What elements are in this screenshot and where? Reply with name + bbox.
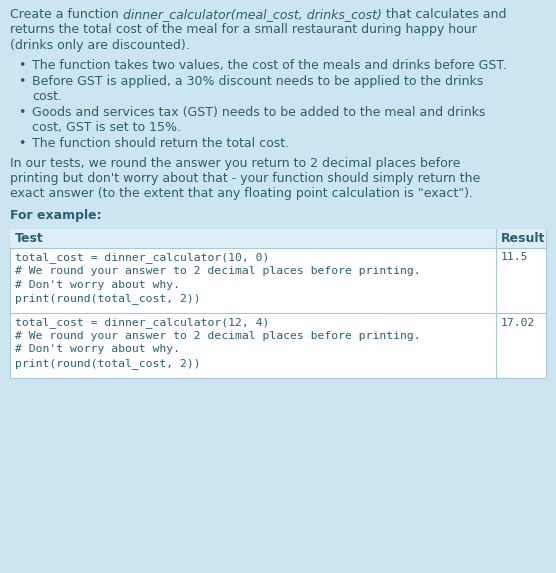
Text: returns the total cost of the meal for a small restaurant during happy hour: returns the total cost of the meal for a… bbox=[10, 23, 476, 37]
Text: •: • bbox=[18, 60, 26, 73]
Text: # We round your answer to 2 decimal places before printing.: # We round your answer to 2 decimal plac… bbox=[15, 266, 421, 276]
Text: print(round(total_cost, 2)): print(round(total_cost, 2)) bbox=[15, 293, 201, 304]
Text: print(round(total_cost, 2)): print(round(total_cost, 2)) bbox=[15, 358, 201, 369]
Text: 11.5: 11.5 bbox=[501, 253, 529, 262]
Bar bbox=[10, 229, 546, 378]
Text: In our tests, we round the answer you return to 2 decimal places before: In our tests, we round the answer you re… bbox=[10, 156, 460, 170]
Text: The function takes two values, the cost of the meals and drinks before GST.: The function takes two values, the cost … bbox=[32, 60, 507, 73]
Text: Test: Test bbox=[15, 231, 44, 245]
Text: that calculates and: that calculates and bbox=[381, 8, 506, 21]
Text: •: • bbox=[18, 137, 26, 150]
Text: cost.: cost. bbox=[32, 91, 62, 104]
Text: For example:: For example: bbox=[10, 209, 102, 222]
Text: dinner_calculator(meal_cost, drinks_cost): dinner_calculator(meal_cost, drinks_cost… bbox=[123, 8, 381, 21]
Text: # Don't worry about why.: # Don't worry about why. bbox=[15, 280, 180, 289]
Text: exact answer (to the extent that any floating point calculation is "exact").: exact answer (to the extent that any flo… bbox=[10, 187, 473, 201]
Text: Goods and services tax (GST) needs to be added to the meal and drinks: Goods and services tax (GST) needs to be… bbox=[32, 106, 485, 119]
Text: The function should return the total cost.: The function should return the total cos… bbox=[32, 137, 289, 150]
Text: Create a function: Create a function bbox=[10, 8, 123, 21]
Text: 17.02: 17.02 bbox=[501, 317, 535, 328]
Text: cost, GST is set to 15%.: cost, GST is set to 15%. bbox=[32, 121, 181, 135]
Text: Result: Result bbox=[501, 231, 545, 245]
Text: printing but don't worry about that - your function should simply return the: printing but don't worry about that - yo… bbox=[10, 172, 480, 185]
Text: •: • bbox=[18, 75, 26, 88]
Text: total_cost = dinner_calculator(12, 4): total_cost = dinner_calculator(12, 4) bbox=[15, 317, 269, 328]
Text: •: • bbox=[18, 106, 26, 119]
Text: # Don't worry about why.: # Don't worry about why. bbox=[15, 344, 180, 355]
Text: (drinks only are discounted).: (drinks only are discounted). bbox=[10, 39, 190, 52]
Text: total_cost = dinner_calculator(10, 0): total_cost = dinner_calculator(10, 0) bbox=[15, 253, 269, 264]
Bar bbox=[10, 229, 546, 248]
Text: Before GST is applied, a 30% discount needs to be applied to the drinks: Before GST is applied, a 30% discount ne… bbox=[32, 75, 483, 88]
Text: # We round your answer to 2 decimal places before printing.: # We round your answer to 2 decimal plac… bbox=[15, 331, 421, 341]
